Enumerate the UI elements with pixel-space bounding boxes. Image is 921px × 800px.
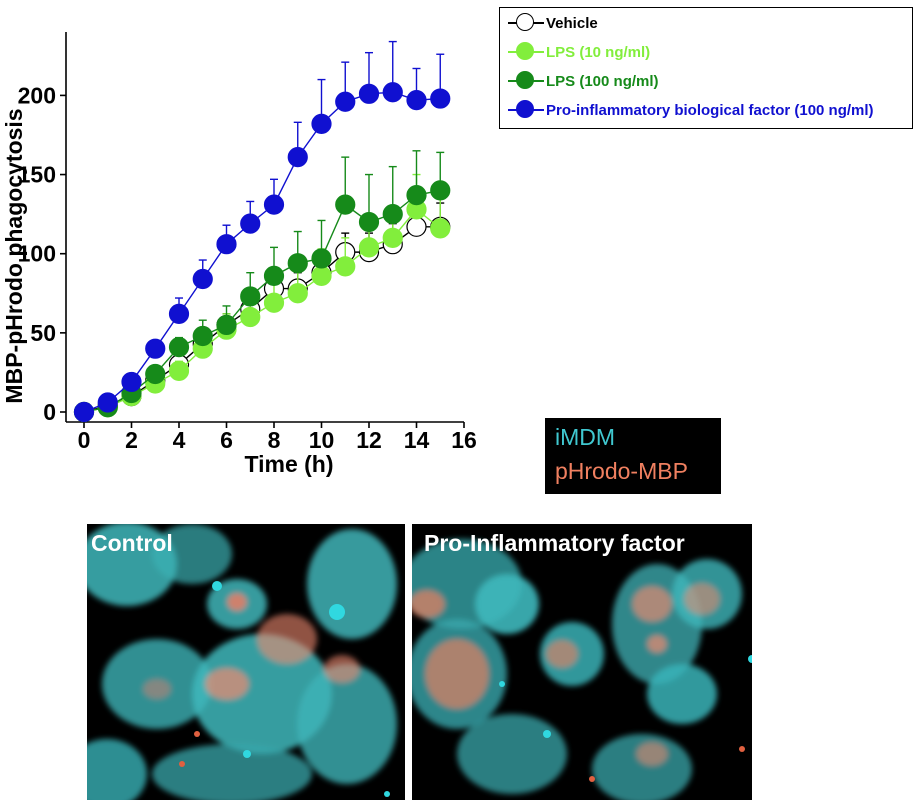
legend-swatch xyxy=(508,99,544,121)
x-tick-label: 8 xyxy=(268,427,281,453)
x-tick-label: 6 xyxy=(220,427,233,453)
series-line xyxy=(83,226,441,413)
data-point xyxy=(335,194,356,215)
data-point xyxy=(311,113,332,134)
chart-legend: Vehicle LPS (10 ng/ml) LPS (100 ng/ml) Pro-… xyxy=(499,7,913,129)
data-point xyxy=(358,237,380,258)
legend-label: Pro-inflammatory biological factor (100 … xyxy=(546,101,874,119)
data-point xyxy=(263,194,285,215)
series-line xyxy=(83,189,441,413)
control-panel-title: Control xyxy=(91,530,173,556)
data-point xyxy=(240,286,261,307)
data-point xyxy=(382,227,403,248)
phagocytosis-chart: 0 50 100 150 200 0 2 4 6 8 10 12 14 16 Time (h) MBP-pHr… xyxy=(1,32,477,477)
legend-label: LPS (100 ng/ml) xyxy=(546,72,659,90)
y-tick-label: 0 xyxy=(43,399,56,425)
data-point xyxy=(406,216,427,237)
y-tick-label: 50 xyxy=(30,320,56,346)
data-point xyxy=(382,82,403,103)
legend-label: Vehicle xyxy=(546,14,598,32)
data-point xyxy=(168,303,190,324)
data-point xyxy=(406,185,427,206)
legend-swatch xyxy=(508,12,544,34)
data-point xyxy=(358,83,380,104)
data-point xyxy=(216,314,237,336)
key-phrodo-mbp: pHrodo-MBP xyxy=(555,458,688,484)
data-point xyxy=(121,371,142,393)
data-point xyxy=(192,325,213,347)
x-axis-label: Time (h) xyxy=(244,451,333,477)
control-micrograph xyxy=(87,524,397,800)
data-point xyxy=(430,88,451,109)
x-tick-label: 12 xyxy=(356,427,382,453)
data-point xyxy=(168,360,190,381)
data-point xyxy=(216,234,237,255)
y-tick-label: 100 xyxy=(18,241,56,267)
legend-swatch xyxy=(508,41,544,63)
data-point xyxy=(97,392,118,413)
data-point xyxy=(382,204,403,225)
legend-item: Pro-inflammatory biological factor (100 … xyxy=(508,99,874,121)
data-point xyxy=(192,268,213,290)
pro-inflammatory-panel-title: Pro-Inflammatory factor xyxy=(424,530,685,556)
data-point xyxy=(287,283,308,304)
data-point xyxy=(406,90,427,111)
x-tick-label: 4 xyxy=(173,427,186,453)
data-point xyxy=(335,256,356,277)
data-point xyxy=(311,248,332,269)
data-point xyxy=(287,147,308,168)
y-tick-label: 150 xyxy=(18,162,56,188)
data-point xyxy=(335,91,356,112)
image-color-key: iMDM pHrodo-MBP xyxy=(545,418,721,494)
legend-item: Vehicle xyxy=(508,12,598,34)
data-point xyxy=(240,306,261,328)
y-tick-label: 200 xyxy=(18,82,56,108)
pro-inflammatory-micrograph xyxy=(412,539,752,800)
x-tick-label: 2 xyxy=(125,427,138,453)
data-point xyxy=(145,338,166,359)
data-point xyxy=(145,363,166,385)
data-point xyxy=(168,336,190,358)
series-line xyxy=(83,91,441,413)
data-point xyxy=(263,265,285,286)
legend-item: LPS (10 ng/ml) xyxy=(508,41,650,63)
legend-label: LPS (10 ng/ml) xyxy=(546,43,651,61)
data-point xyxy=(287,253,308,274)
data-point xyxy=(430,218,451,239)
x-tick-label: 16 xyxy=(451,427,477,453)
legend-item: LPS (100 ng/ml) xyxy=(508,70,659,92)
data-point xyxy=(240,213,261,234)
x-tick-label: 10 xyxy=(309,427,335,453)
data-point xyxy=(430,180,451,201)
pro-inflammatory-image-panel: Pro-Inflammatory factor xyxy=(412,524,752,800)
legend-swatch xyxy=(508,70,544,92)
x-tick-label: 14 xyxy=(404,427,430,453)
data-point xyxy=(358,211,380,233)
data-point xyxy=(263,292,285,313)
data-point xyxy=(311,265,332,286)
series-line xyxy=(83,208,441,413)
x-tick-label: 0 xyxy=(78,427,91,453)
key-imdm: iMDM xyxy=(555,424,616,450)
y-axis-label: MBP-pHrodo phagocytosis xyxy=(1,108,27,403)
control-image-panel: Control xyxy=(87,524,405,800)
data-point xyxy=(73,401,95,423)
